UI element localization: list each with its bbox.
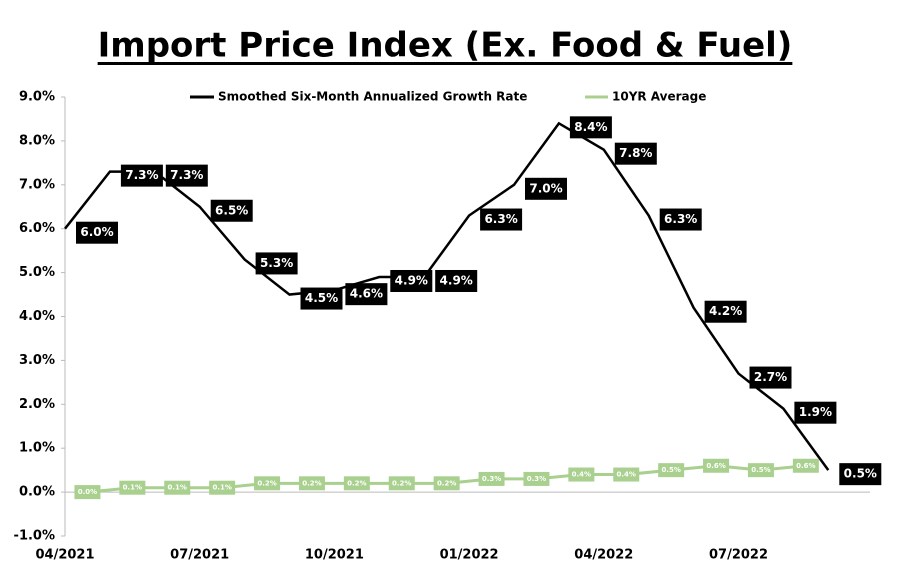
data-label-box xyxy=(794,401,837,424)
data-label-box xyxy=(659,208,702,231)
data-label: 5.3% xyxy=(260,256,293,270)
data-label: 0.1% xyxy=(123,484,142,492)
data-label: 7.3% xyxy=(170,168,203,182)
data-label: 0.4% xyxy=(572,471,591,479)
data-label-box xyxy=(839,463,882,486)
y-tick-label: 9.0% xyxy=(19,90,55,105)
data-label: 0.3% xyxy=(482,475,501,483)
data-label: 0.6% xyxy=(706,462,725,470)
data-label: 6.3% xyxy=(484,212,517,226)
x-tick-label: 04/2022 xyxy=(574,548,633,563)
data-label: 0.2% xyxy=(302,479,321,487)
data-label-box xyxy=(435,269,478,292)
x-tick-label: 10/2021 xyxy=(305,548,364,563)
data-marker xyxy=(523,471,550,486)
data-marker xyxy=(703,458,730,473)
data-marker xyxy=(209,480,236,495)
data-label: 0.2% xyxy=(437,479,456,487)
data-marker xyxy=(478,471,505,486)
data-label-box xyxy=(749,366,792,389)
data-marker xyxy=(747,463,774,478)
data-label: 7.8% xyxy=(619,146,652,160)
data-label: 0.4% xyxy=(617,471,636,479)
data-label-box xyxy=(614,142,657,165)
data-marker xyxy=(388,476,415,491)
data-marker xyxy=(433,476,460,491)
data-label: 0.5% xyxy=(661,466,680,474)
legend-label: 10YR Average xyxy=(612,90,706,104)
chart-title: Import Price Index (Ex. Food & Fuel) xyxy=(98,26,793,66)
data-marker xyxy=(792,458,819,473)
data-label: 8.4% xyxy=(574,120,607,134)
y-tick-label: 1.0% xyxy=(19,441,55,456)
data-label: 0.6% xyxy=(796,462,815,470)
data-label: 0.0% xyxy=(78,488,97,496)
data-marker xyxy=(254,476,281,491)
data-label-box xyxy=(165,164,208,187)
x-tick-label: 01/2022 xyxy=(440,548,499,563)
y-tick-label: 4.0% xyxy=(19,309,55,324)
data-marker xyxy=(658,463,685,478)
y-tick-label: 2.0% xyxy=(19,397,55,412)
data-marker xyxy=(164,480,191,495)
data-label: 0.2% xyxy=(257,479,276,487)
data-label-box xyxy=(525,177,567,200)
data-label-box xyxy=(76,221,118,244)
legend-label: Smoothed Six-Month Annualized Growth Rat… xyxy=(218,90,527,104)
data-label: 4.2% xyxy=(709,304,742,318)
y-tick-label: 8.0% xyxy=(19,133,55,148)
data-label: 0.3% xyxy=(527,475,546,483)
data-label: 2.7% xyxy=(754,370,787,384)
data-label: 4.9% xyxy=(440,273,473,287)
data-label: 4.5% xyxy=(305,291,338,305)
data-label: 4.9% xyxy=(395,273,428,287)
x-tick-label: 07/2022 xyxy=(709,548,768,563)
x-tick-label: 07/2021 xyxy=(170,548,229,563)
y-tick-label: 3.0% xyxy=(19,353,55,368)
data-label: 0.1% xyxy=(168,484,187,492)
data-label-box xyxy=(120,164,163,187)
y-tick-label: 0.0% xyxy=(19,485,55,500)
data-label-box xyxy=(390,269,433,292)
data-label-box xyxy=(569,116,612,139)
y-tick-label: -1.0% xyxy=(14,529,55,544)
data-marker xyxy=(74,485,101,500)
data-label: 4.6% xyxy=(350,287,383,301)
data-label: 6.0% xyxy=(80,225,113,239)
data-label: 0.5% xyxy=(844,467,877,481)
data-label: 6.3% xyxy=(664,212,697,226)
data-label: 6.5% xyxy=(215,203,248,217)
data-label-box xyxy=(480,208,523,231)
y-tick-label: 5.0% xyxy=(19,265,55,280)
series-line xyxy=(64,121,830,471)
data-label-box xyxy=(210,199,253,222)
data-marker xyxy=(568,467,595,482)
data-marker xyxy=(343,476,370,491)
data-label-box xyxy=(345,283,388,306)
data-label: 0.2% xyxy=(392,479,411,487)
data-marker xyxy=(298,476,325,491)
data-label: 7.3% xyxy=(125,168,158,182)
data-marker xyxy=(119,480,146,495)
data-label-box xyxy=(300,287,343,310)
data-label-box xyxy=(255,252,298,275)
x-tick-label: 04/2021 xyxy=(35,548,94,563)
data-label: 1.9% xyxy=(799,405,832,419)
data-label: 0.1% xyxy=(212,484,231,492)
data-marker xyxy=(613,467,640,482)
y-tick-label: 7.0% xyxy=(19,177,55,192)
data-label-box xyxy=(704,300,747,323)
data-label: 7.0% xyxy=(529,181,562,195)
data-label: 0.5% xyxy=(751,466,770,474)
y-tick-label: 6.0% xyxy=(19,221,55,236)
data-label: 0.2% xyxy=(347,479,366,487)
